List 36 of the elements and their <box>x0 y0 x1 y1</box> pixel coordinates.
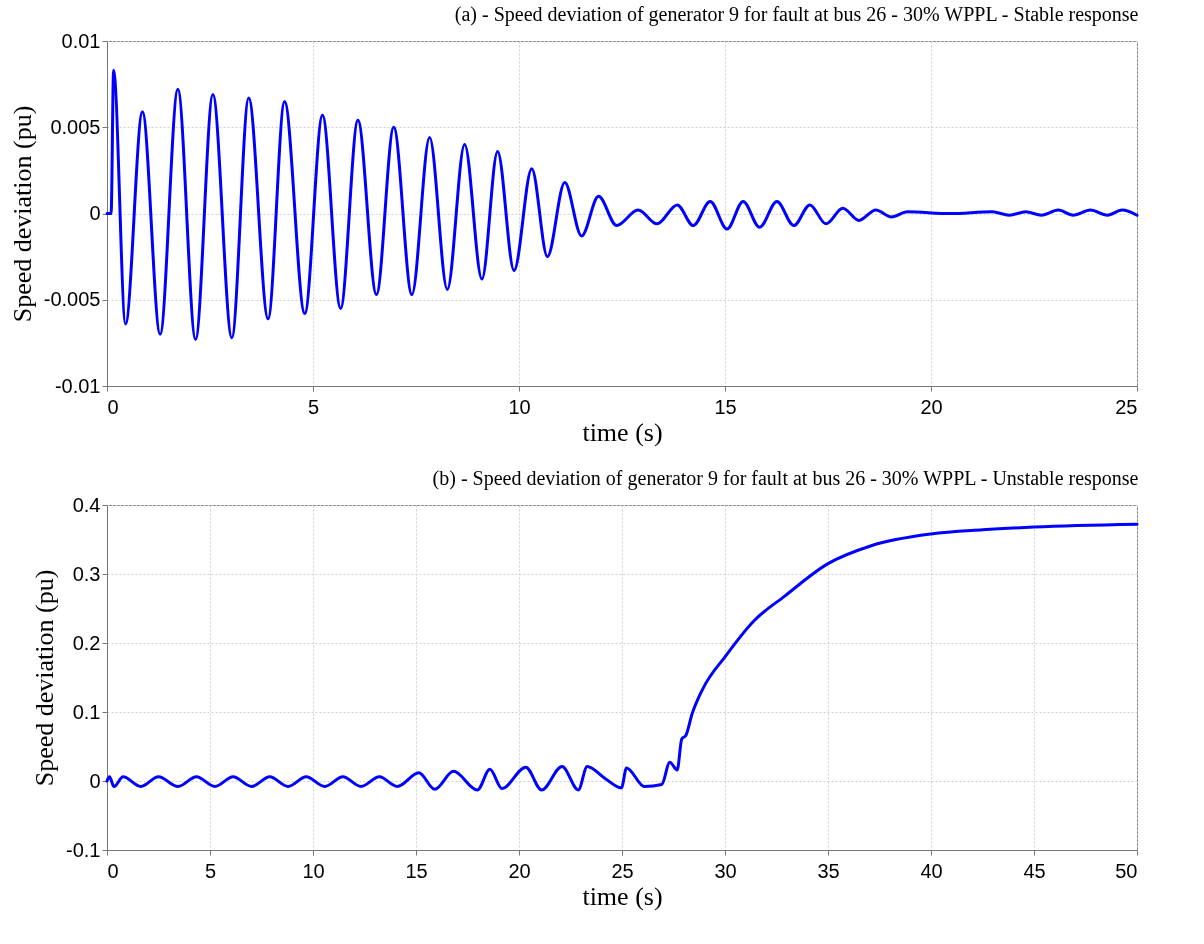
y-tick-label: -0.01 <box>54 374 101 397</box>
x-tick-label: 45 <box>1023 859 1046 882</box>
y-tick-label: 0.4 <box>72 493 101 516</box>
y-tick-label: 0.3 <box>72 562 101 585</box>
y-tick-label: 0.2 <box>72 631 101 654</box>
y-tick-label: 0 <box>89 769 101 792</box>
x-tick-label: 35 <box>817 859 840 882</box>
x-tick-label: 25 <box>611 859 634 882</box>
x-tick-label: 5 <box>204 859 217 882</box>
y-tick-label: 0.1 <box>72 700 101 723</box>
x-tick-label: 40 <box>920 859 943 882</box>
y-axis-title: Speed deviation (pu) <box>30 569 60 787</box>
y-tick-label: -0.1 <box>66 838 101 861</box>
line-series <box>105 522 1139 792</box>
x-tick-label: 15 <box>405 859 428 882</box>
x-tick-label: 25 <box>1115 395 1138 418</box>
x-axis-title: time (s) <box>582 881 663 911</box>
y-tick-label: -0.005 <box>43 288 101 311</box>
x-tick-label: 0 <box>107 395 119 418</box>
x-tick-label: 5 <box>307 395 320 418</box>
chart-title: (b) - Speed deviation of generator 9 for fault at bus 26 - 30% WPPL - Unstable response <box>432 467 1139 490</box>
x-tick-label: 15 <box>714 395 737 418</box>
line-series <box>105 68 1139 341</box>
y-tick-label: 0.01 <box>61 29 101 52</box>
y-tick-label: 0.005 <box>50 115 101 138</box>
chart-title: (a) - Speed deviation of generator 9 for fault at bus 26 - 30% WPPL - Stable response <box>454 3 1139 26</box>
x-tick-label: 10 <box>508 395 531 418</box>
x-tick-label: 10 <box>302 859 325 882</box>
x-tick-label: 20 <box>508 859 531 882</box>
x-tick-label: 30 <box>714 859 737 882</box>
x-axis-title: time (s) <box>582 417 663 447</box>
x-tick-label: 20 <box>920 395 943 418</box>
y-tick-label: 0 <box>89 202 101 224</box>
x-tick-label: 50 <box>1115 859 1138 882</box>
y-axis-title: Speed deviation (pu) <box>7 105 37 323</box>
x-tick-label: 0 <box>107 859 119 882</box>
